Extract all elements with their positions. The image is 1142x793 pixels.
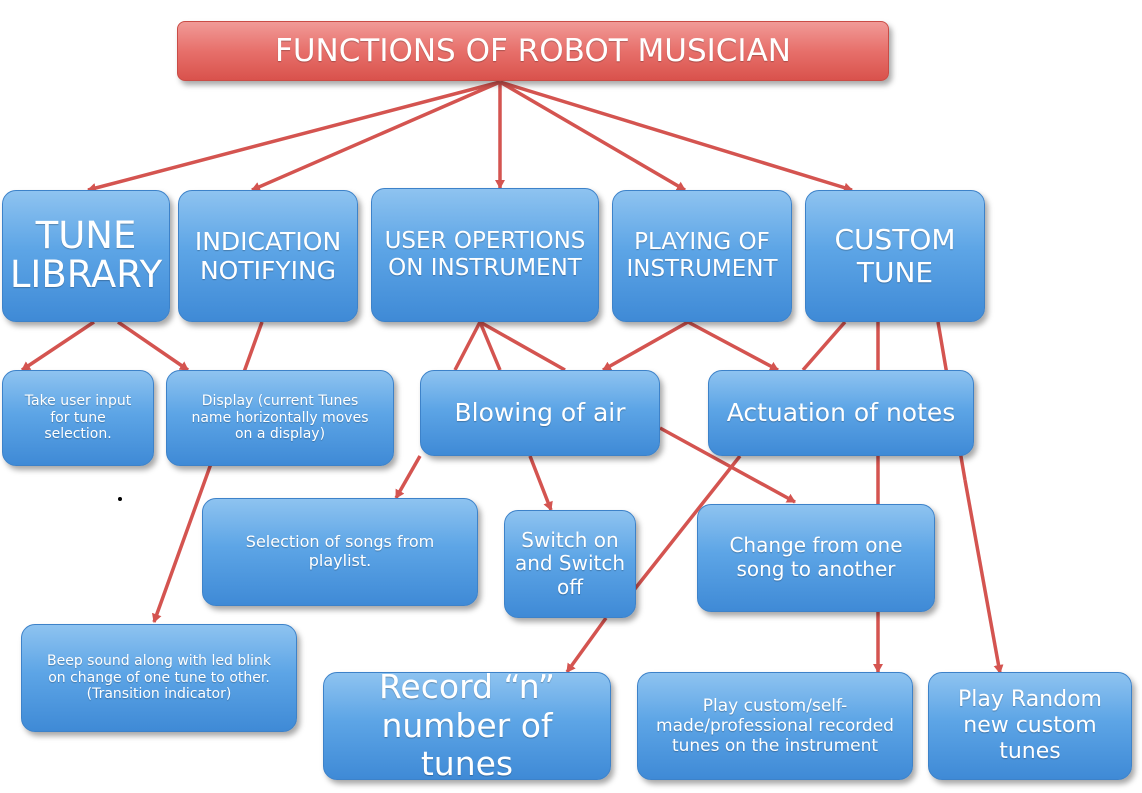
- arrow-custom-to-play-random: [963, 479, 1004, 674]
- arrow-blowing-to-switch: [528, 455, 553, 511]
- arrow-root-to-indication: [251, 80, 501, 192]
- arrow-playing-to-blowing: [602, 320, 689, 372]
- node-beep-sound: Beep sound along with led blink on chang…: [21, 624, 297, 732]
- node-custom-tune: CUSTOM TUNE: [805, 190, 985, 322]
- arrow-blowing-to-change: [659, 426, 796, 504]
- arrow-root-to-custom-tune: [499, 80, 853, 193]
- node-indication-notifying: INDICATION NOTIFYING: [178, 190, 358, 322]
- arrow-tune-library-to-display: [117, 320, 189, 372]
- arrow-blowing-to-selection: [394, 455, 422, 499]
- arrow-root-to-playing: [499, 80, 686, 192]
- line-custom-to-actuation: [801, 320, 847, 372]
- node-display: Display (current Tunes name horizontally…: [166, 370, 394, 466]
- node-switch-on-off: Switch on and Switch off: [504, 510, 636, 618]
- node-change-song: Change from one song to another: [697, 504, 935, 612]
- node-user-operations: USER OPERTIONS ON INSTRUMENT: [371, 188, 599, 322]
- node-selection-of-songs: Selection of songs from playlist.: [202, 498, 478, 606]
- root-node-functions: FUNCTIONS OF ROBOT MUSICIAN: [177, 21, 889, 81]
- line-actuation-to-record: [632, 454, 742, 592]
- arrow-tune-library-to-user-input: [21, 320, 95, 372]
- arrow-root-to-tune-library: [87, 80, 501, 193]
- arrow-switch-to-record: [565, 616, 608, 674]
- node-record-n-tunes: Record “n” number of tunes: [323, 667, 611, 783]
- line-user-operations-to-blowing-a: [453, 321, 482, 371]
- node-take-user-input: Take user input for tune selection.: [2, 370, 154, 466]
- node-play-random-tunes: Play Random new custom tunes: [928, 672, 1132, 780]
- node-actuation-of-notes: Actuation of notes: [708, 370, 974, 456]
- line-user-operations-to-blowing-b: [478, 321, 502, 371]
- line-user-operations-to-blowing-c: [479, 320, 566, 372]
- stray-dot: [118, 497, 122, 501]
- node-playing-of-instrument: PLAYING OF INSTRUMENT: [612, 190, 792, 322]
- node-play-custom-tunes: Play custom/self-made/professional recor…: [637, 672, 913, 780]
- node-tune-library: TUNE LIBRARY: [2, 190, 170, 322]
- node-blowing-of-air: Blowing of air: [420, 370, 660, 456]
- arrow-playing-to-actuation: [687, 320, 779, 372]
